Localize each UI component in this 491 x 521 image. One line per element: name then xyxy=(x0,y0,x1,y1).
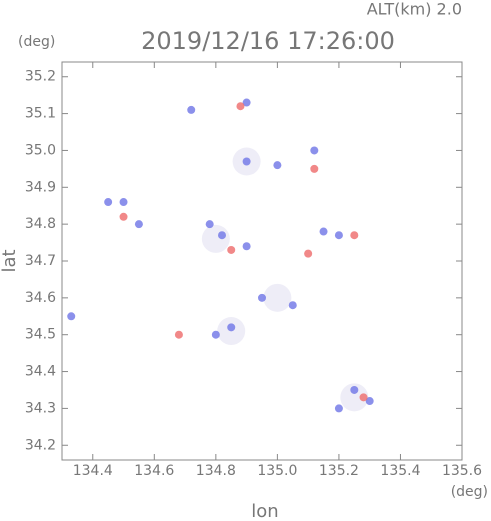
echo-point xyxy=(310,164,319,173)
echo-point xyxy=(273,161,282,170)
x-tick-label: 135.2 xyxy=(319,463,359,479)
echo-point xyxy=(288,301,297,310)
echo-point xyxy=(319,227,328,236)
x-axis-label: lon xyxy=(251,501,278,521)
y-tick-label: 35.0 xyxy=(25,142,56,158)
echo-point xyxy=(119,198,128,207)
echo-point xyxy=(104,198,113,207)
x-tick-label: 134.6 xyxy=(134,463,174,479)
y-unit: (deg) xyxy=(18,34,55,50)
echo-point xyxy=(350,385,359,394)
echo-point xyxy=(242,242,251,251)
echo-point xyxy=(258,293,266,302)
y-tick-label: 35.1 xyxy=(25,106,56,122)
echo-point xyxy=(119,212,128,221)
altitude-label: ALT(km) 2.0 xyxy=(367,0,462,19)
y-tick-label: 34.4 xyxy=(25,364,56,380)
echo-point xyxy=(242,98,251,107)
echo-point xyxy=(263,283,292,312)
echo-point xyxy=(304,249,313,258)
echo-point xyxy=(201,224,230,253)
echo-point xyxy=(310,146,319,155)
y-tick-label: 34.5 xyxy=(25,327,56,343)
x-tick-label: 135.0 xyxy=(257,463,297,479)
echo-point xyxy=(350,231,359,240)
echo-point xyxy=(365,397,374,406)
echo-point xyxy=(242,157,251,166)
x-tick-label: 135.4 xyxy=(380,463,420,479)
echo-point xyxy=(211,330,220,339)
echo-point xyxy=(134,220,143,229)
y-tick-label: 34.3 xyxy=(25,400,56,416)
y-axis-label: lat xyxy=(0,249,20,272)
y-tick-label: 35.2 xyxy=(25,69,56,85)
echo-point xyxy=(334,231,343,240)
echo-point xyxy=(187,105,196,114)
echo-point xyxy=(227,323,236,332)
y-tick-label: 34.2 xyxy=(25,437,56,453)
echo-point xyxy=(218,231,226,240)
x-tick-label: 134.8 xyxy=(196,463,236,479)
x-tick-label: 134.4 xyxy=(73,463,113,479)
y-tick-label: 34.8 xyxy=(25,216,56,232)
echo-point xyxy=(227,245,236,254)
echo-point xyxy=(334,404,343,413)
echo-point xyxy=(67,312,76,321)
x-tick-label: 135.6 xyxy=(442,463,482,479)
echo-point xyxy=(359,393,368,402)
y-tick-label: 34.6 xyxy=(25,290,56,306)
echo-point xyxy=(174,330,183,339)
x-unit: (deg) xyxy=(451,484,488,500)
plot-frame xyxy=(61,61,463,461)
chart-title: 2019/12/16 17:26:00 xyxy=(141,27,395,55)
y-tick-label: 34.7 xyxy=(25,253,56,269)
echo-point xyxy=(205,220,214,229)
y-tick-label: 34.9 xyxy=(25,179,56,195)
echo-point xyxy=(340,383,369,412)
echo-point xyxy=(236,102,245,111)
